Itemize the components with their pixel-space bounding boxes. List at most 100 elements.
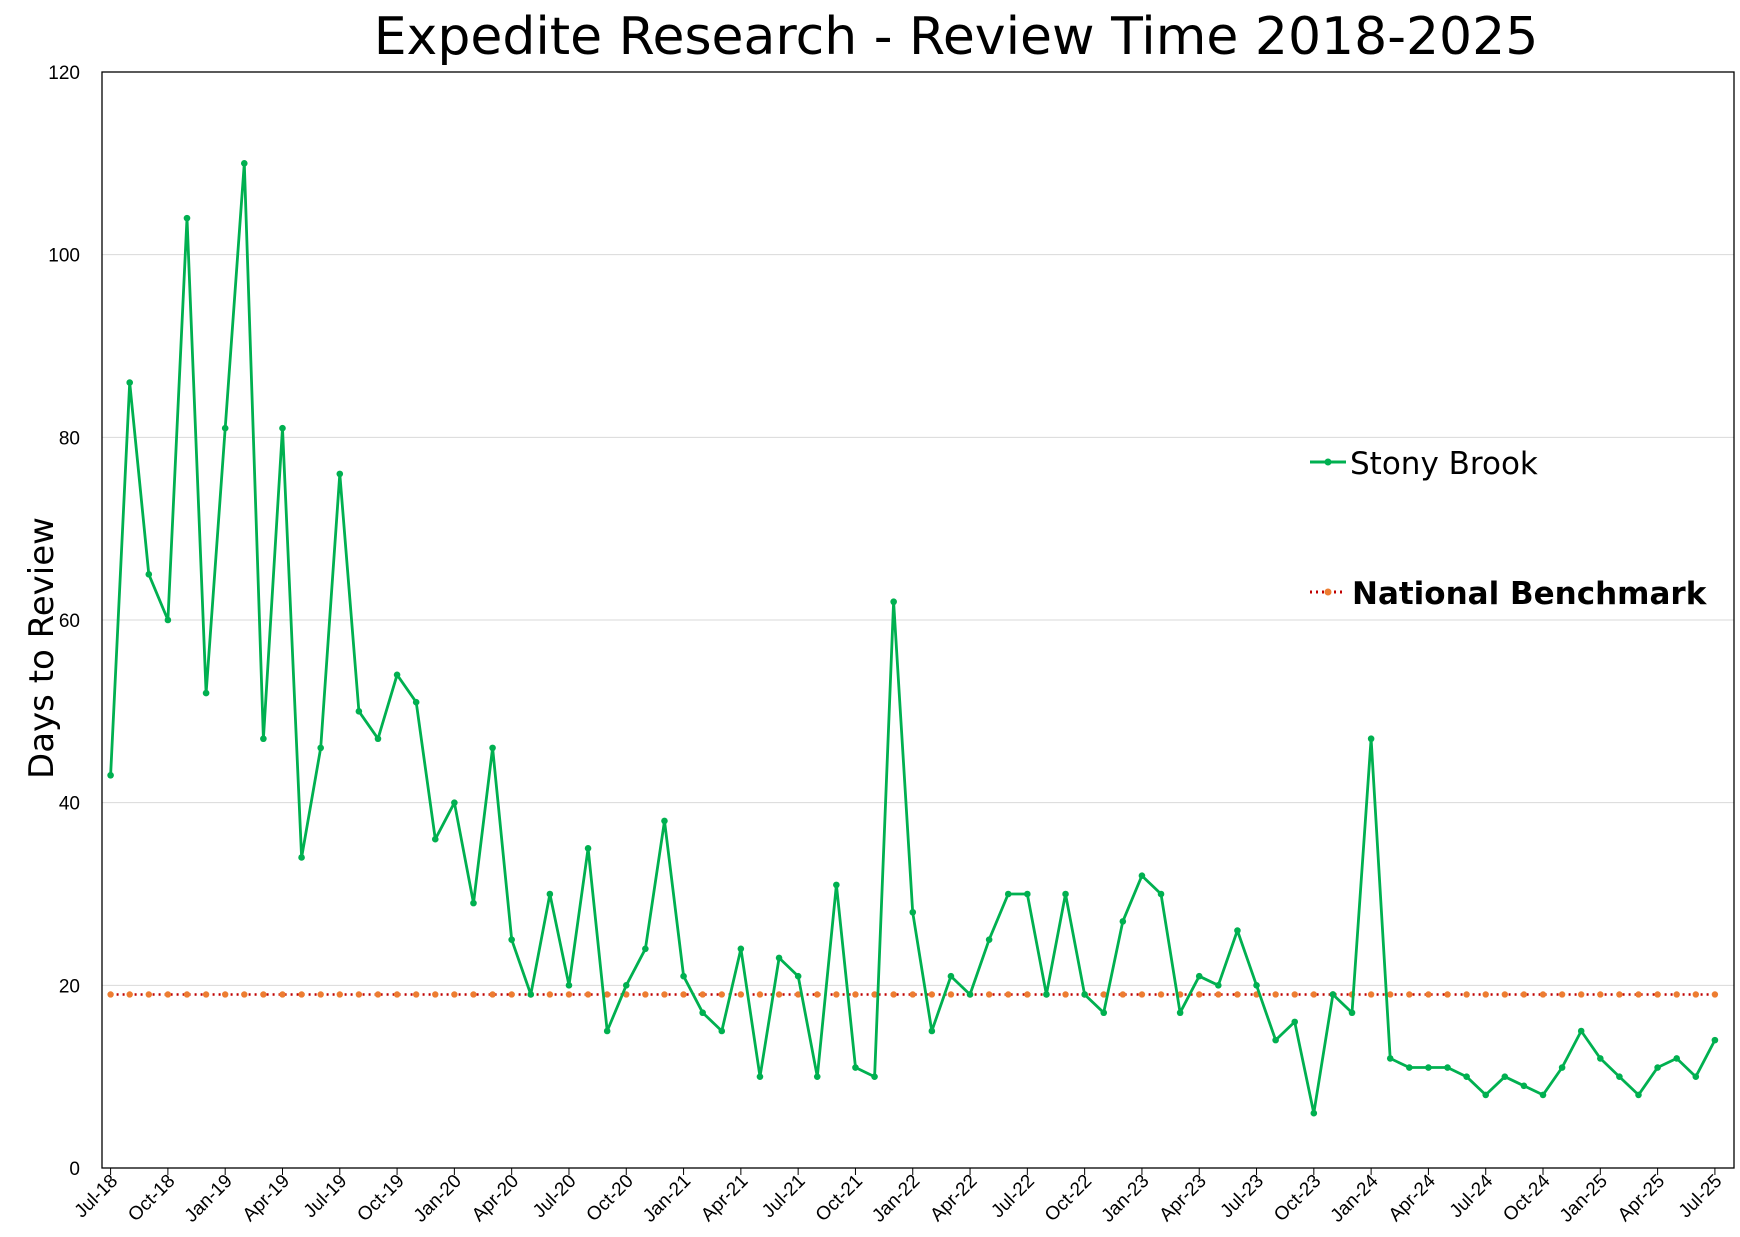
benchmark-point xyxy=(680,991,687,998)
benchmark-point xyxy=(833,991,840,998)
stony-brook-point xyxy=(1692,1073,1700,1080)
stony-brook-point xyxy=(1348,1009,1356,1017)
stony-brook-point xyxy=(813,1073,821,1080)
x-tick-label: Apr-25 xyxy=(1614,1171,1669,1226)
stony-brook-point xyxy=(374,735,382,743)
stony-brook-point xyxy=(871,1073,878,1080)
benchmark-point xyxy=(1157,991,1165,998)
stony-brook-point xyxy=(890,598,897,606)
benchmark-point xyxy=(1558,991,1566,998)
x-tick-label: Oct-21 xyxy=(812,1171,867,1226)
stony-brook-point xyxy=(1673,1055,1681,1062)
stony-brook-point xyxy=(1138,872,1146,880)
x-tick-label: Apr-19 xyxy=(239,1171,294,1226)
stony-brook-point xyxy=(164,616,172,624)
stony-brook-point xyxy=(317,744,324,752)
stony-brook-point xyxy=(412,698,420,706)
benchmark-point xyxy=(317,991,324,998)
benchmark-point xyxy=(393,991,401,998)
stony-brook-point xyxy=(1291,1018,1299,1026)
benchmark-point xyxy=(1520,991,1528,998)
stony-brook-point xyxy=(240,160,248,167)
benchmark-point xyxy=(1711,991,1719,998)
legend-item-national-benchmark: National Benchmark xyxy=(1310,576,1708,612)
benchmark-point xyxy=(221,991,229,998)
benchmark-point xyxy=(126,991,133,998)
y-tick-label: 20 xyxy=(59,976,80,997)
stony-brook-point xyxy=(1176,1009,1184,1017)
benchmark-point xyxy=(412,991,420,998)
stony-brook-point xyxy=(183,214,191,222)
stony-brook-point xyxy=(279,424,286,432)
stony-brook-point xyxy=(699,1009,706,1017)
stony-brook-point xyxy=(1081,991,1088,998)
stony-brook-point xyxy=(1310,1109,1318,1117)
stony-brook-point xyxy=(1329,991,1337,998)
stony-brook-line xyxy=(109,161,1717,1115)
stony-brook-point xyxy=(1635,1091,1642,1099)
stony-brook-point xyxy=(756,1073,764,1080)
benchmark-point xyxy=(145,991,152,998)
y-tick-label: 100 xyxy=(48,246,80,267)
benchmark-point xyxy=(1539,991,1547,998)
benchmark-point xyxy=(642,991,649,998)
y-tick-label: 0 xyxy=(69,1159,80,1180)
stony-brook-point xyxy=(508,936,515,943)
benchmark-point xyxy=(451,991,458,998)
x-tick-label: Apr-22 xyxy=(926,1171,981,1226)
stony-brook-point xyxy=(546,890,554,898)
stony-brook-point xyxy=(909,908,917,916)
benchmark-point xyxy=(1291,991,1298,998)
stony-brook-point xyxy=(393,671,401,679)
x-tick-label: Jan-21 xyxy=(639,1171,695,1227)
benchmark-point xyxy=(470,991,477,998)
stony-brook-point xyxy=(1043,991,1050,998)
x-tick-label: Oct-20 xyxy=(583,1171,638,1226)
stony-brook-point xyxy=(737,945,745,953)
benchmark-point xyxy=(623,991,630,998)
benchmark-point xyxy=(718,991,725,998)
x-tick-label: Jul-23 xyxy=(1217,1171,1268,1222)
benchmark-point xyxy=(1444,991,1451,998)
stony-brook-point xyxy=(221,424,229,432)
stony-brook-point xyxy=(1654,1064,1661,1071)
benchmark-point xyxy=(1463,991,1470,998)
stony-brook-point xyxy=(336,470,344,478)
benchmark-point xyxy=(1692,991,1700,998)
stony-brook-point xyxy=(1386,1055,1394,1062)
y-tick-labels: 0 20 40 60 80 100 120 xyxy=(48,63,80,1180)
legend-label-stony-brook: Stony Brook xyxy=(1350,446,1538,482)
stony-brook-point xyxy=(489,744,496,752)
stony-brook-point xyxy=(1463,1073,1470,1080)
y-tick-label: 120 xyxy=(48,63,80,84)
stony-brook-point xyxy=(1501,1073,1509,1080)
x-tick-label: Apr-21 xyxy=(697,1171,752,1226)
benchmark-point xyxy=(508,991,515,998)
benchmark-point xyxy=(794,991,802,998)
benchmark-point xyxy=(871,991,878,998)
stony-brook-point xyxy=(1119,918,1127,925)
benchmark-point xyxy=(1616,991,1623,998)
stony-brook-point xyxy=(565,982,573,989)
stony-brook-point xyxy=(794,972,802,980)
x-tick-label: Jul-24 xyxy=(1446,1170,1498,1222)
benchmark-point xyxy=(699,991,706,998)
benchmark-point xyxy=(1387,991,1394,998)
benchmark-point xyxy=(1597,991,1604,998)
benchmark-point xyxy=(374,991,382,998)
benchmark-point xyxy=(947,991,955,998)
benchmark-point xyxy=(1234,991,1241,998)
x-tick-label: Jul-22 xyxy=(987,1171,1038,1222)
benchmark-point xyxy=(890,991,897,998)
benchmark-point xyxy=(1062,991,1069,998)
stony-brook-point xyxy=(661,817,668,825)
stony-brook-point xyxy=(680,972,687,980)
benchmark-point xyxy=(1501,991,1509,998)
benchmark-point xyxy=(756,991,764,998)
stony-brook-point xyxy=(622,982,630,989)
x-tick-label: Jan-19 xyxy=(181,1171,237,1227)
stony-brook-point xyxy=(1062,890,1069,898)
x-tick-labels: Jul-18 Oct-18 Jan-19 Apr-19 Jul-19 Oct-19 Jan-… xyxy=(71,1168,1726,1227)
x-tick-label: Jan-25 xyxy=(1556,1171,1612,1227)
benchmark-point xyxy=(1673,991,1680,998)
